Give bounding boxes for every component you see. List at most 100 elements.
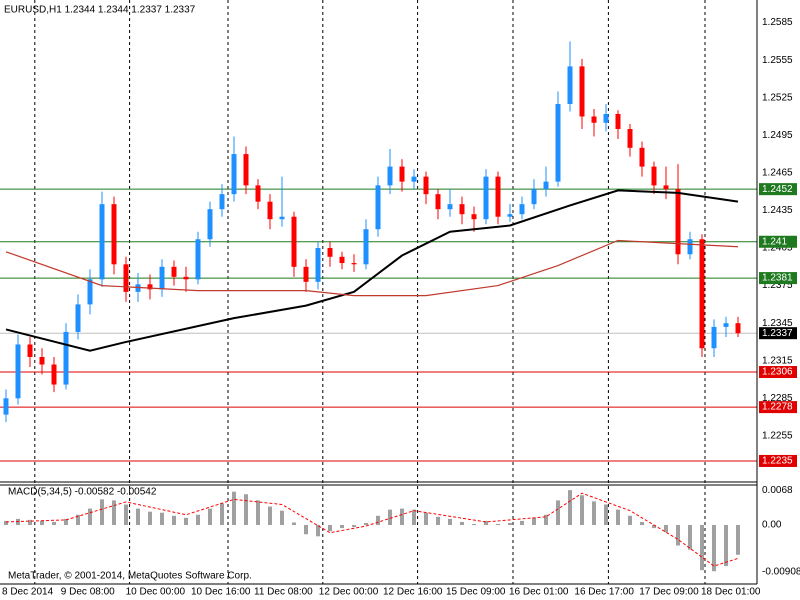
candle-body [615,113,621,130]
y-tick-label: 1.2255 [762,431,793,442]
candle-body [627,129,633,148]
level-label: 1.2452 [762,184,793,195]
histogram-bar [436,516,440,526]
level-label-box [759,366,797,379]
histogram-bar [76,514,80,526]
candle-body [483,176,489,220]
candle-body [75,304,81,332]
histogram-bar [136,508,140,526]
x-tick-label: 12 Dec 00:00 [319,587,379,598]
level-label: 1.241 [762,236,787,247]
histogram-bar [484,520,488,526]
candle-body [399,166,405,182]
histogram-bar [88,508,92,526]
candle-body [663,185,669,190]
x-tick-label: 10 Dec 16:00 [191,587,251,598]
histogram-bar [328,525,332,532]
candle-body [735,323,741,334]
histogram-bar [688,525,692,550]
x-tick-label: 15 Dec 09:00 [446,587,506,598]
y-tick-label: 1.2495 [762,130,793,141]
histogram-bar [28,519,32,526]
y-tick-label: 1.2525 [762,92,793,103]
indicator-title: MACD(5,34,5) -0.00582 -0.00542 [8,487,157,498]
x-tick-label: 10 Dec 00:00 [126,587,186,598]
indicator-line [5,189,739,352]
candle-body [375,185,381,230]
histogram-bar [52,521,56,526]
y-tick-label: 1.2555 [762,55,793,66]
candle-body [363,229,369,265]
candle-body [111,204,117,265]
candle-body [699,239,705,349]
histogram-bar [580,495,584,526]
histogram-bar [376,515,380,526]
candle-body [723,323,729,327]
candle-body [183,276,189,280]
candle-body [255,185,261,202]
y-tick-label: 1.2285 [762,393,793,404]
marks-layer [0,41,757,572]
candle-body [507,214,513,217]
level-label: 1.2278 [762,402,793,413]
histogram-bar [352,525,356,528]
chart-title: EURUSD,H1 1.2344 1.2344 1.2337 1.2337 [4,5,196,16]
candle-body [231,154,237,195]
histogram-bar [544,514,548,526]
candle-body [639,147,645,167]
candle-body [471,214,477,220]
level-label: 1.2306 [762,367,793,378]
grid-layer [34,0,706,584]
histogram-bar [304,525,308,535]
candle-body [39,356,45,365]
y-tick-label: 1.2315 [762,355,793,366]
histogram-bar [280,510,284,526]
histogram-bar [700,525,704,571]
candle-body [243,154,249,186]
candle-body [555,103,561,182]
histogram-bar [340,525,344,529]
candle-body [447,204,453,210]
candle-body [27,344,33,357]
candle-body [315,248,321,282]
histogram-bar [472,523,476,526]
histogram-bar [400,508,404,526]
level-label: 1.2381 [762,273,793,284]
histogram-bar [208,508,212,526]
x-tick-label: 11 Dec 08:00 [254,587,313,598]
candle-body [531,189,537,205]
histogram-bar [124,504,128,526]
y-tick-label: 1.2375 [762,280,793,291]
candle-body [3,398,9,415]
y-tick-label: 1.2405 [762,243,793,254]
x-tick-label: 18 Dec 01:00 [701,587,761,598]
histogram-bar [592,501,596,526]
level-label: 1.2235 [762,456,793,467]
candle-body [123,264,129,292]
histogram-bar [508,522,512,526]
candle-body [87,279,93,305]
x-tick-label: 16 Dec 17:00 [574,587,634,598]
histogram-bar [388,509,392,526]
footer: MetaTrader, © 2001-2014, MetaQuotes Soft… [8,571,252,582]
candle-body [99,204,105,280]
candle-body [147,284,153,290]
y-tick-label: 1.2585 [762,17,793,28]
x-tick-label: 12 Dec 16:00 [383,587,443,598]
histogram-bar [112,500,116,526]
candle-body [651,166,657,186]
histogram-bar [232,491,236,526]
labels-layer: 1.2585 1.2555 1.2525 1.2495 1.2465 1.2435 1.24… [2,17,800,597]
candle-body [219,194,225,210]
candle-body [15,344,21,399]
last-price-box [759,327,797,340]
candle-body [435,194,441,210]
candle-body [423,176,429,195]
candle-body [579,66,585,117]
level-label-box [759,235,797,248]
histogram-bar [532,517,536,526]
indicator-line [5,492,739,567]
histogram-bar [568,490,572,526]
candle-body [171,266,177,277]
candle-body [543,181,549,190]
